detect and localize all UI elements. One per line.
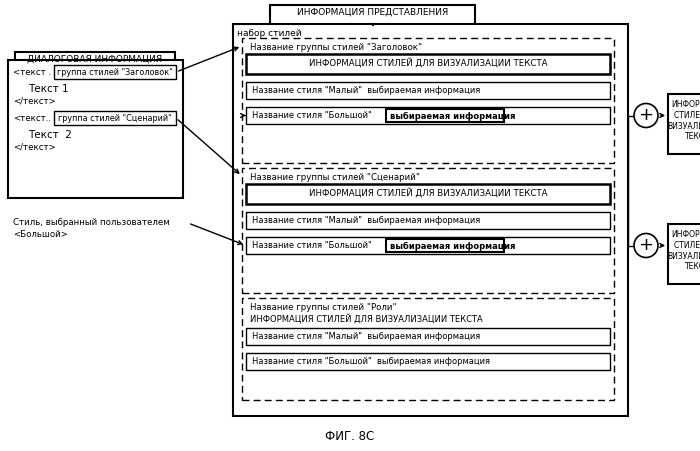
FancyBboxPatch shape <box>246 212 610 229</box>
Text: Название стиля "Большой": Название стиля "Большой" <box>252 241 372 250</box>
Text: </текст>: </текст> <box>13 97 56 106</box>
FancyBboxPatch shape <box>246 82 610 99</box>
Text: Название стиля "Малый"  выбираемая информация: Название стиля "Малый" выбираемая информ… <box>252 216 480 225</box>
FancyBboxPatch shape <box>54 111 176 125</box>
FancyBboxPatch shape <box>246 237 610 254</box>
Text: <текст..: <текст.. <box>13 114 51 123</box>
FancyBboxPatch shape <box>15 52 175 69</box>
FancyBboxPatch shape <box>668 93 700 153</box>
Text: выбираемая информация: выбираемая информация <box>390 111 515 120</box>
Text: выбираемая информация: выбираемая информация <box>390 241 515 251</box>
Text: Название стиля "Большой": Название стиля "Большой" <box>252 111 372 120</box>
FancyBboxPatch shape <box>246 353 610 370</box>
FancyBboxPatch shape <box>233 24 628 416</box>
FancyBboxPatch shape <box>246 328 610 345</box>
FancyBboxPatch shape <box>246 54 610 74</box>
FancyBboxPatch shape <box>242 298 614 400</box>
Text: группа стилей "Сценарий": группа стилей "Сценарий" <box>58 114 172 123</box>
Text: Название группы стилей "Заголовок": Название группы стилей "Заголовок" <box>250 43 422 52</box>
Text: +: + <box>638 106 654 124</box>
Text: ИНФОРМАЦИЯ
СТИЛЕЙ ДЛЯ
ВИЗУАЛИЗАЦИИ
ТЕКСТА: ИНФОРМАЦИЯ СТИЛЕЙ ДЛЯ ВИЗУАЛИЗАЦИИ ТЕКСТ… <box>667 100 700 141</box>
Text: набор стилей: набор стилей <box>237 29 302 38</box>
Text: <текст .: <текст . <box>13 68 51 77</box>
FancyBboxPatch shape <box>270 5 475 25</box>
Text: Название группы стилей "Сценарий": Название группы стилей "Сценарий" <box>250 173 420 182</box>
FancyBboxPatch shape <box>386 239 504 252</box>
Text: </текст>: </текст> <box>13 143 56 152</box>
Text: Стиль, выбранный пользователем: Стиль, выбранный пользователем <box>13 218 169 227</box>
Text: Название стиля "Малый"  выбираемая информация: Название стиля "Малый" выбираемая информ… <box>252 86 480 95</box>
Circle shape <box>634 234 658 258</box>
FancyBboxPatch shape <box>242 38 614 163</box>
Text: группа стилей "Заголовок": группа стилей "Заголовок" <box>57 68 173 77</box>
Text: Текст 1: Текст 1 <box>28 84 69 94</box>
Text: ИНФОРМАЦИЯ ПРЕДСТАВЛЕНИЯ: ИНФОРМАЦИЯ ПРЕДСТАВЛЕНИЯ <box>297 8 448 17</box>
Text: ИНФОРМАЦИЯ
СТИЛЕЙ ДЛЯ
ВИЗУАЛИЗАЦИИ
ТЕКСТА: ИНФОРМАЦИЯ СТИЛЕЙ ДЛЯ ВИЗУАЛИЗАЦИИ ТЕКСТ… <box>667 230 700 271</box>
Text: ФИГ. 8С: ФИГ. 8С <box>326 430 374 443</box>
FancyBboxPatch shape <box>246 184 610 204</box>
Text: Название стиля "Большой"  выбираемая информация: Название стиля "Большой" выбираемая инфо… <box>252 357 490 366</box>
FancyBboxPatch shape <box>668 224 700 284</box>
Text: ДИАЛОГОВАЯ ИНФОРМАЦИЯ: ДИАЛОГОВАЯ ИНФОРМАЦИЯ <box>27 55 162 64</box>
Text: Название стиля "Малый"  выбираемая информация: Название стиля "Малый" выбираемая информ… <box>252 332 480 341</box>
Text: <Большой>: <Большой> <box>13 230 68 239</box>
FancyBboxPatch shape <box>242 168 614 293</box>
Text: +: + <box>638 236 654 254</box>
Text: ИНФОРМАЦИЯ СТИЛЕЙ ДЛЯ ВИЗУАЛИЗАЦИИ ТЕКСТА: ИНФОРМАЦИЯ СТИЛЕЙ ДЛЯ ВИЗУАЛИЗАЦИИ ТЕКСТ… <box>309 58 547 68</box>
FancyBboxPatch shape <box>8 60 183 198</box>
FancyBboxPatch shape <box>246 107 610 124</box>
Text: Название группы стилей "Роли": Название группы стилей "Роли" <box>250 303 397 312</box>
Text: Текст  2: Текст 2 <box>28 130 72 140</box>
Text: ИНФОРМАЦИЯ СТИЛЕЙ ДЛЯ ВИЗУАЛИЗАЦИИ ТЕКСТА: ИНФОРМАЦИЯ СТИЛЕЙ ДЛЯ ВИЗУАЛИЗАЦИИ ТЕКСТ… <box>309 188 547 198</box>
FancyBboxPatch shape <box>386 109 504 122</box>
Text: ИНФОРМАЦИЯ СТИЛЕЙ ДЛЯ ВИЗУАЛИЗАЦИИ ТЕКСТА: ИНФОРМАЦИЯ СТИЛЕЙ ДЛЯ ВИЗУАЛИЗАЦИИ ТЕКСТ… <box>250 314 483 324</box>
FancyBboxPatch shape <box>54 65 176 79</box>
Circle shape <box>634 103 658 128</box>
